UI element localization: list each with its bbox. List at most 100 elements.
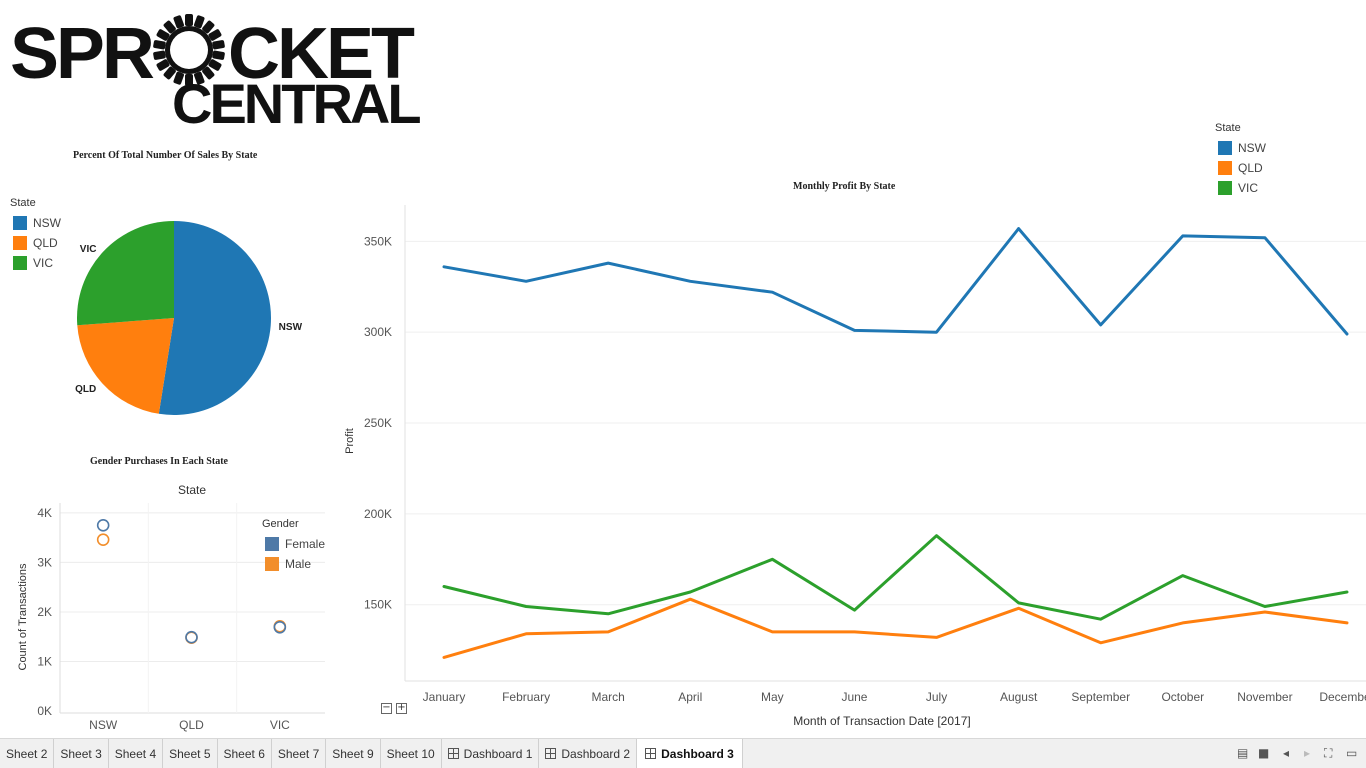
fit-screen-icon[interactable]: ⛶ [1324,746,1333,760]
legend-swatch [13,256,27,270]
presentation-mode-icon[interactable]: ▭ [1346,746,1358,760]
sprocket-tooth [185,74,193,86]
sprocket-tooth [156,29,170,41]
pie-legend-item-qld[interactable]: QLD [13,236,58,250]
scatter-y-tick-label: 2K [37,605,52,619]
scatter-y-axis-label: Count of Transactions [17,563,29,671]
scatter-column-header: State [178,483,206,497]
sprocket-tooth [212,50,225,60]
line-x-label-july: July [926,690,947,704]
dashboard-grid-icon [545,748,557,759]
scatter-point-female-qld [185,630,198,644]
line-series-nsw [442,227,1349,336]
logo-line1-a: SPR [10,14,155,94]
line-x-label-february: February [502,690,550,704]
pie-chart: NSW QLD VIC [75,221,303,415]
sprocket-tooth [208,59,222,71]
scatter-legend-item-female[interactable]: Female [265,537,325,551]
logo-line1-b: CKET [228,14,415,94]
tab-label: Sheet 10 [386,746,435,761]
tab-sheet-9[interactable]: Sheet 9 [326,739,381,768]
line-legend-item-qld[interactable]: QLD [1218,161,1263,175]
tab-dashboard-3[interactable]: Dashboard 3 [637,739,743,768]
gender-scatter-chart: State 0K 1K 2K 3K 4K NSW QLD VIC Count of Transac… [17,483,325,732]
dashboard-grid-icon [447,748,459,759]
line-series-vic [442,534,1349,621]
scatter-x-label-vic: VIC [270,718,290,732]
scatter-chart-title: Gender Purchases In Each State [90,456,228,467]
tab-label: Sheet 5 [169,746,211,761]
legend-swatch [1218,141,1232,155]
line-legend-title: State [1215,122,1241,134]
tab-sheet-6[interactable]: Sheet 6 [218,739,272,768]
legend-label: QLD [33,236,58,250]
tab-sheet-2[interactable]: Sheet 2 [0,739,55,768]
scatter-x-label-qld: QLD [179,718,204,732]
line-x-label-december: December [1319,690,1366,704]
legend-label: VIC [33,256,54,270]
tab-dashboard-2[interactable]: Dashboard 2 [539,739,638,768]
sprocket-tooth [202,66,215,80]
scatter-y-tick-label: 4K [37,506,52,520]
line-y-tick-label: 350K [364,234,392,248]
line-x-label-january: January [423,690,466,704]
scatter-point-male-nsw [96,533,110,546]
tab-sheet-3[interactable]: Sheet 3 [54,739,109,768]
sprocket-tooth [163,66,176,80]
tab-sheet-4[interactable]: Sheet 4 [109,739,164,768]
sprocket-tooth [163,20,176,34]
pie-label-qld: QLD [75,384,96,395]
line-x-axis-title: Month of Transaction Date [2017] [793,714,970,728]
tab-label: Sheet 6 [223,746,265,761]
line-x-label-october: October [1161,690,1204,704]
collapse-axis-button[interactable]: − [381,702,392,714]
next-sheet-icon[interactable]: ▸ [1304,746,1311,760]
legend-label: QLD [1238,161,1263,175]
tab-dashboard-1[interactable]: Dashboard 1 [442,739,540,768]
sprocket-tooth [153,50,166,60]
pie-legend-item-vic[interactable]: VIC [13,256,53,270]
line-x-label-november: November [1237,690,1292,704]
scatter-legend-item-male[interactable]: Male [265,557,311,571]
line-chart-title: Monthly Profit By State [793,181,896,192]
sprocket-tooth [208,29,222,41]
line-y-tick-label: 150K [364,598,392,612]
logo-line2: CENTRAL [172,72,422,135]
pie-legend-item-nsw[interactable]: NSW [13,216,61,230]
sprocket-tooth [156,59,170,71]
tab-label: Sheet 7 [277,746,320,761]
sprocket-tooth [185,14,193,26]
line-x-label-march: March [592,690,625,704]
scatter-point-female-vic [273,621,287,634]
scatter-y-tick-label: 3K [37,555,52,569]
pie-slice-vic [77,221,174,326]
line-y-tick-label: 250K [364,416,392,430]
filmstrip-icon[interactable]: ■ [1258,746,1270,760]
line-x-label-august: August [1000,690,1038,704]
legend-swatch [265,537,279,551]
legend-label: VIC [1238,181,1259,195]
scatter-x-label-nsw: NSW [89,718,118,732]
pie-label-vic: VIC [80,244,97,255]
expand-axis-button[interactable]: + [396,702,407,714]
prev-sheet-icon[interactable]: ◂ [1283,746,1290,760]
line-x-label-april: April [678,690,702,704]
pie-legend-title: State [10,197,36,209]
tab-sheet-7[interactable]: Sheet 7 [272,739,327,768]
tab-label: Sheet 3 [60,746,102,761]
sheet-sorter-icon[interactable]: ▤ [1237,746,1249,760]
line-y-tick-label: 200K [364,507,392,521]
legend-label: Male [285,557,312,571]
sprocket-tooth [153,40,166,50]
legend-swatch [13,216,27,230]
tab-label: Sheet 4 [114,746,157,761]
pie-label-nsw: NSW [279,322,303,333]
sprocket-tooth [202,20,215,34]
tab-sheet-5[interactable]: Sheet 5 [163,739,218,768]
line-x-label-june: June [841,690,867,704]
tab-sheet-10[interactable]: Sheet 10 [381,739,442,768]
legend-label: Female [285,537,326,551]
line-legend-item-vic[interactable]: VIC [1218,181,1258,195]
line-legend-item-nsw[interactable]: NSW [1218,141,1266,155]
